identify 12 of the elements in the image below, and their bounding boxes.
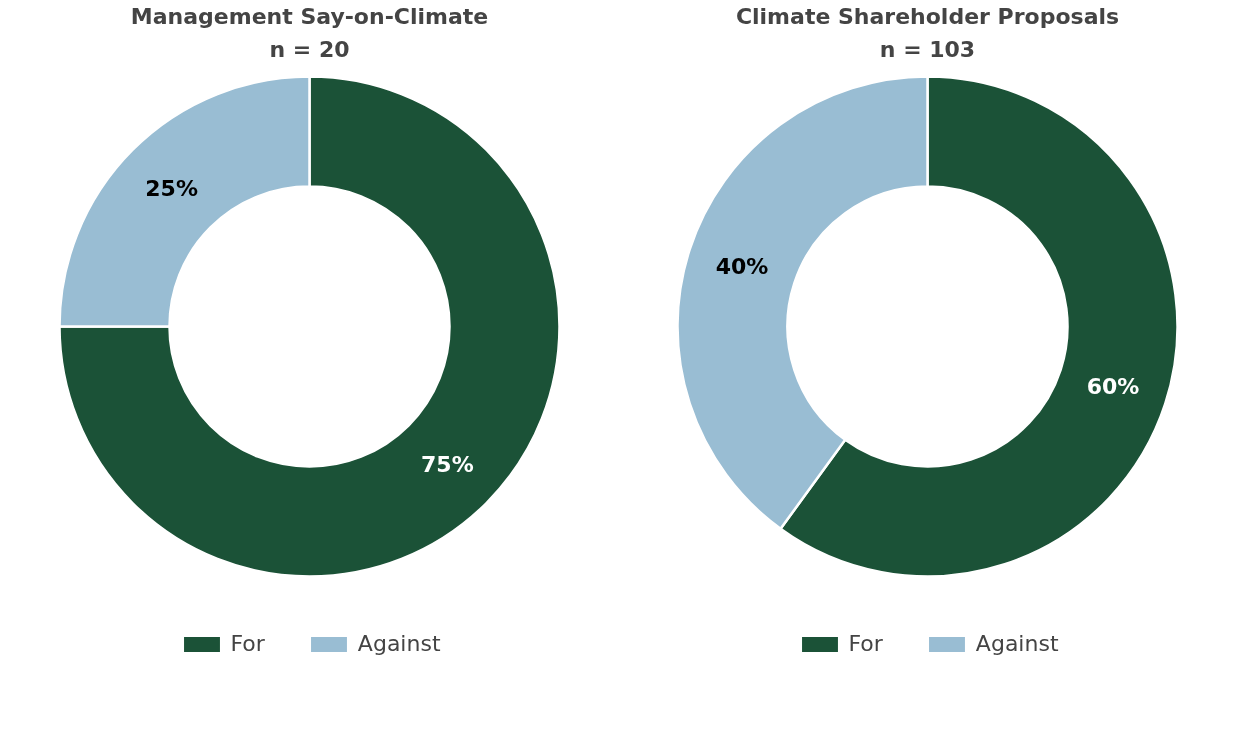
legend-label: Against: [975, 631, 1059, 656]
data-label: 60%: [1086, 374, 1140, 400]
legend-label: For: [230, 631, 265, 656]
chart-subtitle: n = 20: [269, 36, 350, 62]
legend-label: For: [848, 631, 883, 656]
chart-title: Climate Shareholder Proposals: [735, 3, 1120, 29]
data-label: 25%: [145, 176, 198, 202]
chart-subtitle: n = 103: [879, 36, 976, 62]
legend-label: Against: [357, 631, 441, 656]
chart-title: Management Say-on-Climate: [130, 3, 489, 29]
data-label: 40%: [715, 253, 769, 279]
data-label: 75%: [421, 451, 474, 477]
